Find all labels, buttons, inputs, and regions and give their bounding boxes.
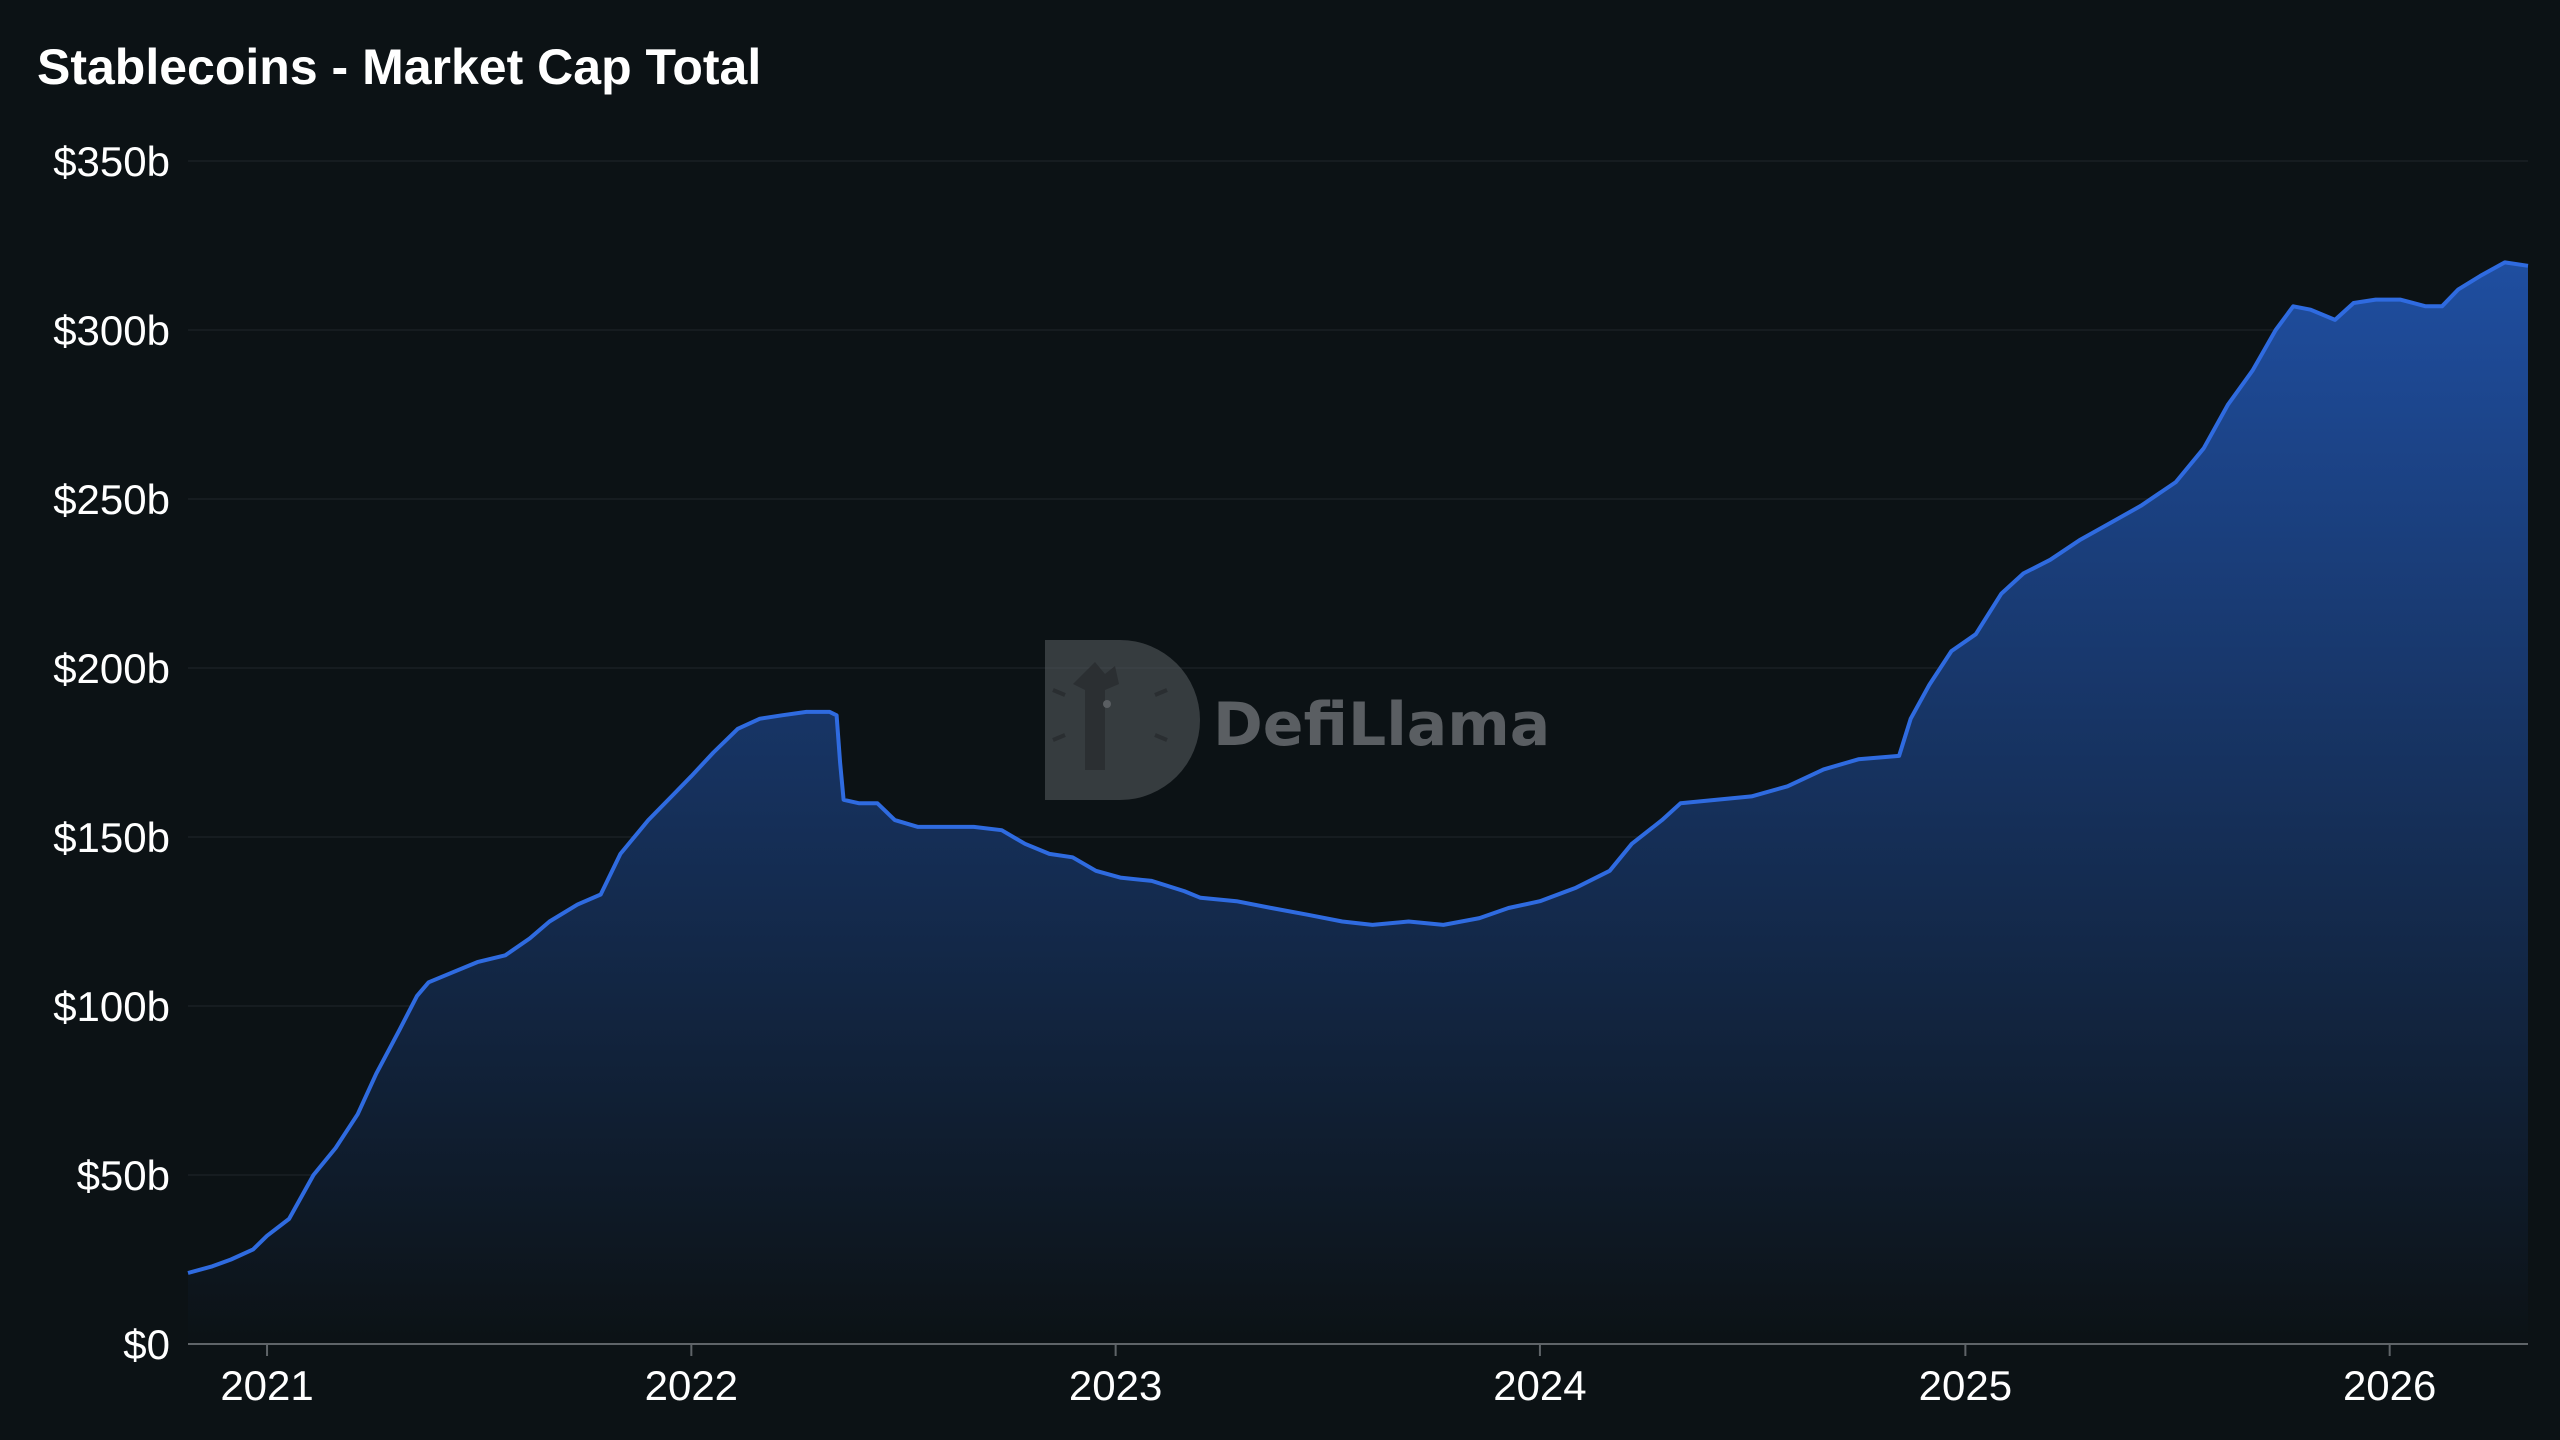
y-tick-label: $0 (123, 1321, 170, 1368)
y-tick-label: $350b (53, 138, 170, 185)
y-axis-ticks: $0 $50b $100b $150b $200b $250b $300b $350b (53, 138, 170, 1368)
series-line (187, 260, 2529, 1275)
watermark: DefiLlama (1045, 640, 1550, 800)
x-tick-label: 2026 (2343, 1362, 2436, 1409)
y-tick-label: $250b (53, 476, 170, 523)
chart-title: Stablecoins - Market Cap Total (37, 39, 762, 95)
y-tick-label: $300b (53, 307, 170, 354)
defillama-logo-icon (1045, 640, 1200, 800)
y-tick-label: $150b (53, 814, 170, 861)
x-tick-label: 2021 (220, 1362, 313, 1409)
watermark-label: DefiLlama (1213, 690, 1550, 760)
y-tick-label: $200b (53, 645, 170, 692)
x-tick-label: 2025 (1919, 1362, 2012, 1409)
y-tick-label: $100b (53, 983, 170, 1030)
y-tick-label: $50b (77, 1152, 170, 1199)
x-tick-label: 2022 (645, 1362, 738, 1409)
x-tick-label: 2024 (1493, 1362, 1586, 1409)
x-axis-ticks: 2021 2022 2023 2024 2025 2026 (220, 1344, 2436, 1409)
series-area (188, 262, 2528, 1344)
x-tick-label: 2023 (1069, 1362, 1162, 1409)
